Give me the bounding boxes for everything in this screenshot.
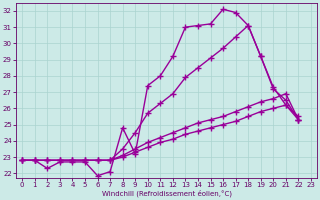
X-axis label: Windchill (Refroidissement éolien,°C): Windchill (Refroidissement éolien,°C) [101,190,232,197]
